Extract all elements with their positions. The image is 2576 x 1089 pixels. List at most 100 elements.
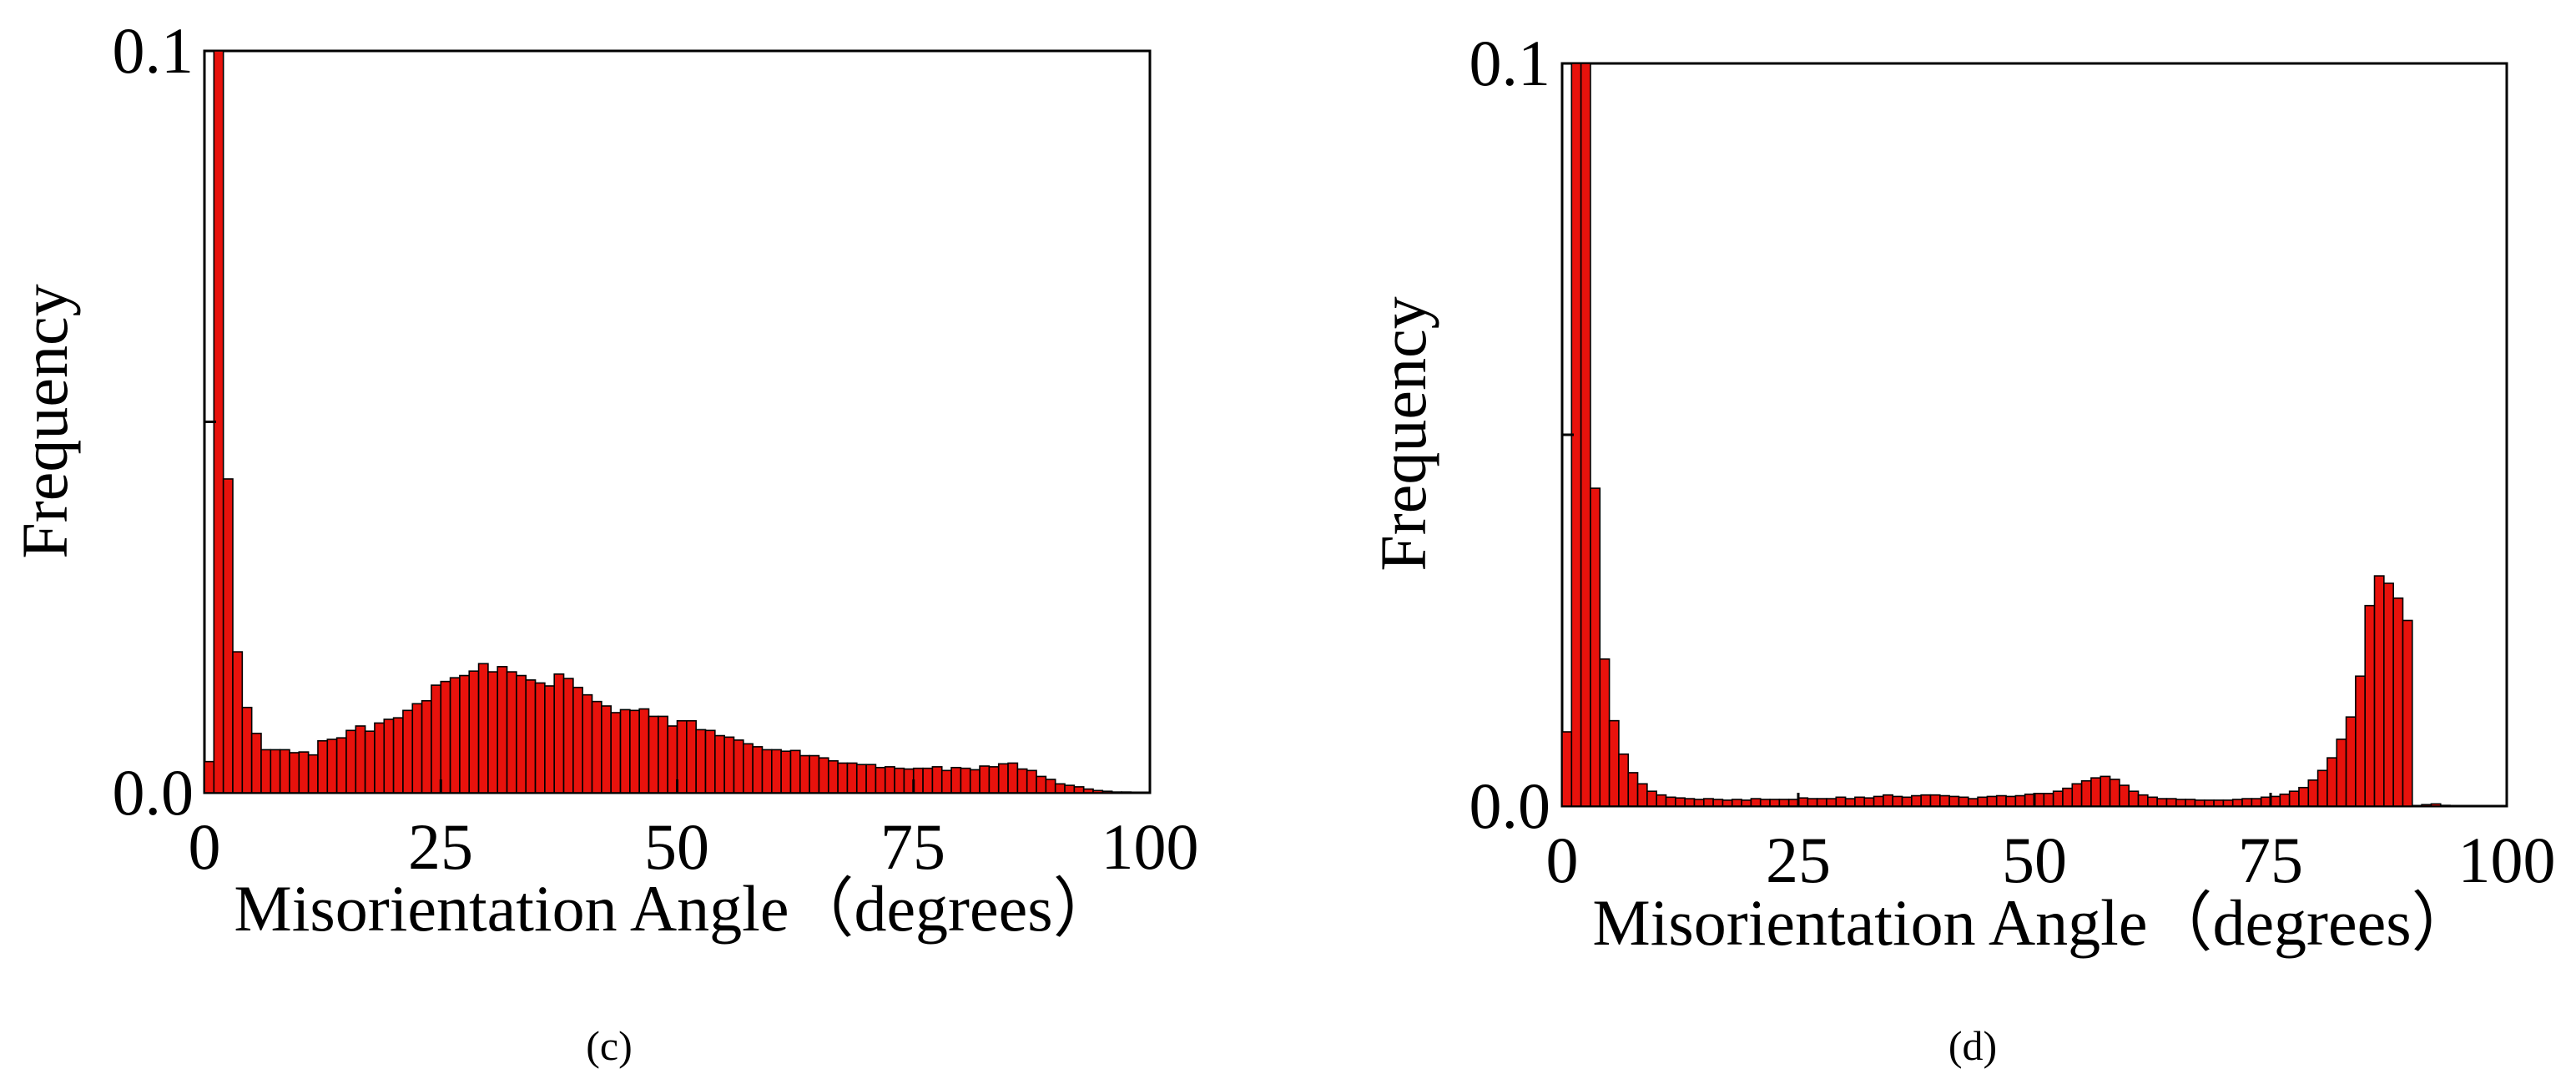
histogram-bar bbox=[241, 706, 253, 794]
histogram-bar bbox=[1054, 783, 1066, 794]
histogram-bar bbox=[335, 737, 347, 794]
histogram-bar bbox=[733, 739, 744, 794]
histogram-bar bbox=[1007, 762, 1019, 794]
histogram-bar bbox=[431, 684, 442, 794]
histogram-bar bbox=[392, 717, 404, 794]
histogram-bar bbox=[2241, 798, 2253, 807]
histogram-bar bbox=[2392, 597, 2404, 807]
y-tick-label: 0.1 bbox=[113, 14, 194, 87]
x-tick-label: 50 bbox=[2002, 824, 2067, 896]
y-tick-label: 0.0 bbox=[113, 756, 194, 829]
histogram-bar bbox=[1111, 791, 1122, 794]
histogram-bar bbox=[562, 678, 574, 794]
histogram-bar bbox=[1750, 798, 1762, 807]
tick-marks bbox=[1562, 433, 2272, 806]
histogram-bar bbox=[487, 671, 499, 794]
histogram-bar bbox=[2137, 794, 2149, 807]
histogram-bar bbox=[2402, 619, 2413, 807]
histogram-bar bbox=[2034, 793, 2045, 807]
histogram-bar bbox=[1092, 789, 1104, 794]
histogram-bar bbox=[402, 709, 414, 794]
histogram-bar bbox=[270, 749, 281, 794]
histogram-bar bbox=[525, 679, 537, 794]
histogram-bar bbox=[2213, 799, 2225, 807]
histogram-bar bbox=[629, 709, 640, 794]
histogram-bar bbox=[799, 754, 810, 794]
histogram-bar bbox=[601, 705, 612, 794]
histogram-bar bbox=[2231, 799, 2243, 807]
y-tick-label: 0.1 bbox=[1469, 27, 1551, 99]
histogram-bar bbox=[846, 762, 858, 794]
histogram-bar bbox=[516, 674, 527, 794]
histogram-bar bbox=[658, 715, 668, 794]
histogram-bar bbox=[2194, 799, 2205, 807]
histogram-bar bbox=[2071, 783, 2083, 807]
histogram-bar bbox=[459, 674, 471, 794]
histogram-bar bbox=[884, 766, 895, 794]
histogram-bar bbox=[364, 730, 376, 794]
histogram-bar bbox=[931, 766, 943, 794]
histogram-bar bbox=[2024, 793, 2035, 807]
histogram-bar bbox=[1920, 794, 1932, 807]
histogram-bar bbox=[1995, 794, 2007, 807]
x-axis-label: Misorientation Angle（degrees） bbox=[1592, 886, 2476, 959]
histogram-bar bbox=[695, 729, 707, 794]
y-axis-label: Frequency bbox=[8, 284, 81, 558]
histogram-bar bbox=[1844, 798, 1856, 807]
histogram-bar bbox=[1580, 63, 1591, 807]
histogram-bar bbox=[818, 757, 829, 794]
histogram-bar bbox=[411, 703, 423, 794]
histogram-bar bbox=[326, 739, 338, 794]
histogram-bar bbox=[610, 712, 622, 794]
histogram-bar bbox=[894, 767, 905, 794]
plot-frame bbox=[203, 49, 1152, 794]
histogram-bar bbox=[1627, 772, 1639, 807]
histogram-bar bbox=[714, 734, 725, 794]
histogram-bar bbox=[2383, 582, 2394, 807]
histogram-bar bbox=[1045, 779, 1056, 794]
histogram-bar bbox=[960, 767, 971, 794]
histogram-bar bbox=[544, 685, 556, 794]
histogram-bar bbox=[345, 729, 357, 794]
histogram-bar bbox=[1665, 796, 1676, 807]
histogram-bar bbox=[676, 719, 688, 794]
panel-caption: (d) bbox=[1948, 1022, 1997, 1069]
histogram-bar bbox=[1684, 798, 1696, 807]
histogram-bar bbox=[2222, 799, 2234, 807]
panel-caption: (c) bbox=[586, 1022, 633, 1069]
histogram-bar bbox=[922, 767, 934, 794]
histogram-bar bbox=[2373, 575, 2385, 807]
histogram-bar bbox=[289, 752, 300, 794]
histogram-bar bbox=[1608, 719, 1620, 807]
x-axis-label: Misorientation Angle（degrees） bbox=[234, 872, 1117, 945]
histogram-bar bbox=[2251, 798, 2262, 807]
histogram-bar bbox=[2109, 779, 2120, 807]
panel-c: 0.1 0.0 0 25 50 75 100 Misorientation An… bbox=[8, 14, 1199, 1069]
histogram-bar bbox=[1712, 799, 1724, 807]
histogram-bar bbox=[2345, 716, 2357, 807]
histogram-bar bbox=[317, 739, 329, 794]
histogram-bar bbox=[307, 754, 319, 794]
histogram-bar bbox=[1656, 794, 1667, 807]
histogram-bar bbox=[298, 751, 310, 794]
histogram-bar bbox=[969, 769, 980, 794]
histogram-bar bbox=[2175, 799, 2186, 807]
histogram-bar bbox=[2100, 775, 2111, 807]
histogram-bar bbox=[1073, 786, 1085, 794]
histogram-bar bbox=[2156, 798, 2168, 807]
histogram-bar bbox=[1082, 788, 1094, 794]
histogram-bar bbox=[2316, 769, 2328, 807]
histogram-bar bbox=[2298, 786, 2310, 807]
histogram-bar bbox=[1769, 799, 1781, 807]
histogram-bar bbox=[743, 743, 754, 794]
histogram-bar bbox=[940, 769, 952, 794]
x-tick-label: 100 bbox=[2458, 824, 2556, 896]
histogram-bar bbox=[704, 729, 716, 794]
histogram-bar bbox=[2336, 739, 2347, 807]
histogram-bar bbox=[1064, 784, 1076, 794]
histogram-bar bbox=[1892, 795, 1903, 807]
histogram-bar bbox=[449, 677, 461, 794]
histogram-bar bbox=[1854, 796, 1866, 807]
histogram-bar bbox=[2326, 757, 2338, 807]
histogram-bar bbox=[591, 700, 602, 794]
